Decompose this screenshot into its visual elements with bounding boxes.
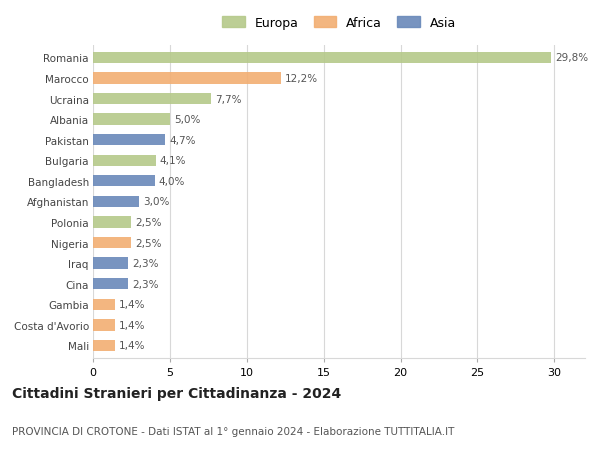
Bar <box>93 217 131 228</box>
Text: 3,0%: 3,0% <box>143 197 169 207</box>
Text: PROVINCIA DI CROTONE - Dati ISTAT al 1° gennaio 2024 - Elaborazione TUTTITALIA.I: PROVINCIA DI CROTONE - Dati ISTAT al 1° … <box>12 426 454 436</box>
Text: 4,0%: 4,0% <box>158 176 185 186</box>
Bar <box>93 73 281 84</box>
Text: 4,7%: 4,7% <box>169 135 196 146</box>
Bar <box>93 134 165 146</box>
Bar <box>93 299 115 310</box>
Bar <box>93 155 156 167</box>
Text: 7,7%: 7,7% <box>215 94 242 104</box>
Text: 2,3%: 2,3% <box>132 279 159 289</box>
Bar <box>93 279 128 290</box>
Bar <box>93 340 115 351</box>
Bar <box>93 94 211 105</box>
Bar <box>93 237 131 249</box>
Text: 5,0%: 5,0% <box>174 115 200 125</box>
Text: 2,5%: 2,5% <box>135 238 162 248</box>
Legend: Europa, Africa, Asia: Europa, Africa, Asia <box>218 13 460 34</box>
Text: 2,3%: 2,3% <box>132 258 159 269</box>
Bar <box>93 176 155 187</box>
Text: 12,2%: 12,2% <box>284 74 317 84</box>
Bar <box>93 196 139 207</box>
Text: Cittadini Stranieri per Cittadinanza - 2024: Cittadini Stranieri per Cittadinanza - 2… <box>12 386 341 400</box>
Text: 4,1%: 4,1% <box>160 156 187 166</box>
Text: 1,4%: 1,4% <box>118 300 145 310</box>
Bar <box>93 114 170 125</box>
Text: 2,5%: 2,5% <box>135 218 162 228</box>
Text: 1,4%: 1,4% <box>118 320 145 330</box>
Bar <box>93 53 551 64</box>
Bar <box>93 319 115 331</box>
Text: 29,8%: 29,8% <box>555 53 588 63</box>
Text: 1,4%: 1,4% <box>118 341 145 351</box>
Bar <box>93 258 128 269</box>
